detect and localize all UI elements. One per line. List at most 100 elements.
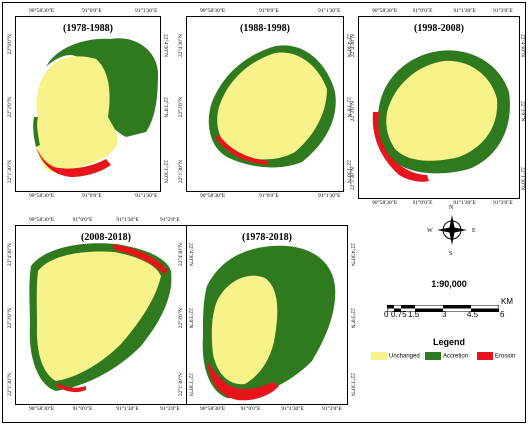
coordinate-tick-label: 91°1'30"E: [453, 8, 476, 14]
coordinate-tick-label: 22°1'30"N: [162, 160, 169, 184]
coordinate-tick-label: 91°0'0"E: [72, 217, 93, 223]
coordinate-tick-label: 91°1'30"E: [453, 200, 476, 206]
compass-n: N: [449, 205, 454, 211]
map-panel-1998-2008: (1998-2008): [358, 16, 520, 199]
coordinate-tick-label: 91°0'0"E: [412, 200, 433, 206]
coordinate-tick-label: 22°3'0"N: [349, 308, 356, 329]
map-figure: (1978-1988) (1988-1998) (1998-2008) (200…: [2, 2, 526, 423]
legend-label-unchanged: Unchanged: [389, 353, 420, 360]
coordinate-tick-label: 22°3'0"N: [350, 100, 356, 121]
island-map-1998-2008: [372, 50, 510, 182]
island-map-1988-1998: [208, 45, 336, 168]
coordinate-tick-label: 90°58'30"E: [372, 200, 398, 206]
coordinate-tick-label: 22°1'30"N: [519, 167, 526, 191]
coordinate-tick-label: 22°3'0"N: [162, 97, 169, 118]
coordinate-tick-label: 22°1'30"N: [349, 373, 356, 397]
coordinate-tick-label: 22°1'30"N: [7, 160, 13, 184]
panel-title-1: (1978-1988): [63, 23, 113, 34]
coordinate-tick-label: 22°4'30"N: [178, 243, 184, 267]
legend-item-unchanged: Unchanged: [371, 352, 420, 360]
coordinate-tick-label: 22°3'0"N: [178, 97, 184, 118]
coordinate-tick-label: 91°1'30"E: [135, 193, 158, 199]
coordinate-tick-label: 22°9'0"N: [7, 34, 13, 55]
coordinate-tick-label: 91°1'30"E: [318, 8, 341, 14]
map-panel-1978-1988: (1978-1988): [15, 16, 161, 192]
coordinate-tick-label: 22°4'30"N: [178, 34, 184, 58]
panel-title-3: (1998-2008): [414, 23, 464, 34]
scale-tick-3: 3: [442, 310, 447, 319]
coordinate-tick-label: 90°58'30"E: [29, 193, 55, 199]
scale-tick-2: 1.5: [408, 310, 420, 319]
coordinate-tick-label: 91°0'0"E: [82, 8, 102, 14]
coordinate-tick-label: 90°58'30"E: [29, 8, 55, 14]
coordinate-tick-label: 22°3'0"N: [187, 308, 194, 329]
coordinate-tick-label: 91°3'0"E: [493, 8, 513, 14]
coordinate-tick-label: 91°1'30"E: [116, 217, 139, 223]
legend-item-accretion: Accretion: [425, 352, 468, 360]
coordinate-tick-label: 22°3'0"N: [7, 97, 13, 118]
island-map-1978-1988: [33, 38, 158, 177]
coordinate-tick-label: 91°0'0"E: [82, 193, 102, 199]
scale-ticks: 0 0.75 1.5 3 4.5 6: [379, 310, 519, 320]
legend-item-erosion: Erosion: [477, 352, 515, 360]
map-panel-1988-1998: (1988-1998): [186, 16, 344, 192]
map-panel-1978-2018: (1978-2018): [186, 225, 348, 405]
coordinate-tick-label: 22°3'0"N: [7, 308, 13, 329]
coordinate-tick-label: 22°3'0"N: [519, 100, 526, 121]
coordinate-tick-label: 22°1'30"N: [7, 373, 13, 397]
coordinate-tick-label: 22°3'0"N: [178, 308, 184, 329]
legend-row: Unchanged Accretion Erosion: [369, 352, 525, 362]
coordinate-tick-label: 22°4'30"N: [519, 34, 526, 58]
coordinate-tick-label: 91°3'0"E: [493, 200, 513, 206]
legend-swatch-accretion: [425, 352, 441, 360]
coordinate-tick-label: 91°0'0"E: [259, 193, 279, 199]
coordinate-tick-label: 22°4'30"N: [345, 34, 352, 58]
coordinate-tick-label: 90°58'30"E: [200, 8, 226, 14]
coordinate-tick-label: 22°3'0"N: [345, 97, 352, 118]
coordinate-tick-label: 90°58'30"E: [29, 406, 55, 412]
coordinate-tick-label: 22°1'30"N: [187, 373, 194, 397]
panel-title-5: (1978-2018): [242, 232, 292, 243]
coordinate-tick-label: 91°1'30"E: [116, 406, 139, 412]
legend-swatch-unchanged: [371, 352, 387, 360]
coordinate-tick-label: 22°4'30"N: [350, 34, 356, 58]
coordinate-tick-label: 90°58'30"E: [200, 406, 226, 412]
coordinate-tick-label: 91°1'30"E: [281, 406, 304, 412]
coordinate-tick-label: 91°0'0"E: [412, 8, 433, 14]
coordinate-tick-label: 22°4'30"N: [187, 243, 194, 267]
north-arrow-icon: [435, 211, 469, 251]
coordinate-tick-label: 91°0'0"E: [259, 8, 279, 14]
map-legend-area: N S W E 1:90,000 KM 0 0.75 1.5 3 4.5 6 L: [369, 205, 525, 371]
coordinate-tick-label: 22°1'30"N: [178, 373, 184, 397]
compass-s: S: [449, 251, 453, 257]
scale-tick-1: 0.75: [391, 310, 407, 319]
coordinate-tick-label: 91°3'0"E: [160, 406, 180, 412]
coordinate-tick-label: 91°1'30"E: [135, 8, 158, 14]
coordinate-tick-label: 22°1'30"N: [178, 160, 184, 184]
coordinate-tick-label: 90°58'30"E: [200, 193, 226, 199]
legend-label-accretion: Accretion: [443, 353, 469, 360]
legend-swatch-erosion: [477, 352, 493, 360]
coordinate-tick-label: 91°3'0"E: [160, 217, 180, 223]
coordinate-tick-label: 22°1'30"N: [350, 167, 356, 191]
panel-title-2: (1988-1998): [240, 23, 290, 34]
compass-e: E: [472, 228, 476, 234]
scale-unit: KM: [501, 297, 513, 306]
coordinate-tick-label: 22°4'30"N: [7, 243, 13, 267]
coordinate-tick-label: 91°1'30"E: [318, 193, 341, 199]
coordinate-tick-label: 91°0'0"E: [240, 406, 261, 412]
legend-title: Legend: [432, 337, 465, 347]
scale-tick-5: 6: [500, 310, 505, 319]
legend-label-erosion: Erosion: [495, 353, 516, 360]
coordinate-tick-label: 90°58'30"E: [372, 8, 398, 14]
scale-tick-0: 0: [384, 310, 389, 319]
scale-bar: [386, 299, 500, 313]
scale-tick-4: 4.5: [467, 310, 479, 319]
island-map-2008-2018: [29, 243, 172, 393]
coordinate-tick-label: 22°4'30"N: [162, 34, 169, 58]
panel-title-4: (2008-2018): [81, 232, 131, 243]
island-map-1978-2018: [202, 245, 336, 401]
compass-w: W: [427, 228, 433, 234]
coordinate-tick-label: 90°58'30"E: [29, 217, 55, 223]
coordinate-tick-label: 22°1'30"N: [345, 160, 352, 184]
